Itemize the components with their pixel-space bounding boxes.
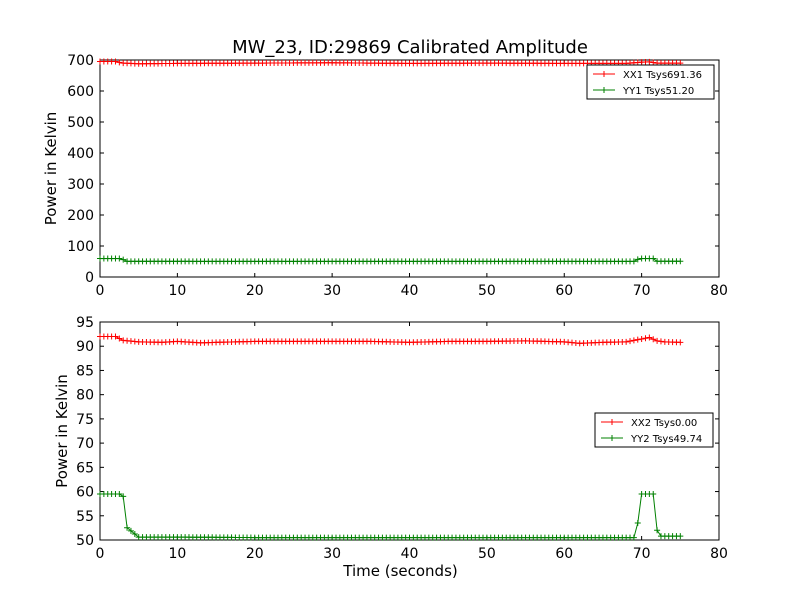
y-axis-label: Power in Kelvin [53,374,71,488]
series-1 [97,58,684,67]
legend-entry: YY1 Tsys51.20 [622,86,694,97]
data-point [634,256,641,263]
data-point [630,534,637,541]
x-tick-label: 80 [710,283,728,299]
y-tick-label: 700 [67,53,94,69]
data-point [634,336,641,343]
legend-box [586,64,715,100]
x-tick-label: 60 [555,283,573,299]
y-tick-label: 80 [76,388,94,404]
data-point [650,336,657,343]
figure-title: MW_23, ID:29869 Calibrated Amplitude [232,37,588,58]
y-tick-label: 60 [76,485,94,501]
x-tick-label: 20 [246,546,264,562]
y-tick-label: 65 [76,460,94,476]
y-tick-label: 500 [67,115,94,131]
data-point [124,524,131,531]
data-point [654,527,661,534]
series-2 [97,255,684,265]
y-axis-label: Power in Kelvin [42,112,60,226]
x-tick-label: 10 [168,283,186,299]
x-tick-label: 40 [401,283,419,299]
data-point [650,255,657,262]
legend-entry: XX2 Tsys0.00 [631,418,697,429]
y-tick-label: 90 [76,339,94,355]
y-tick-label: 55 [76,509,94,525]
y-tick-label: 75 [76,412,94,428]
legend-entry: XX1 Tsys691.36 [623,70,702,81]
chart-1: 0 10 20 30 40 50 60 70 80 0 100 200 300 400 500 600 700 P… [42,53,728,299]
legend: XX2 Tsys0.00 YY2 Tsys49.74 [594,412,714,448]
data-point [646,334,653,341]
data-point [634,520,641,527]
data-point [120,493,127,500]
data-point [677,258,684,265]
series-2 [97,490,684,541]
legend-marker [601,87,607,93]
x-tick-label: 50 [478,546,496,562]
data-point [650,59,657,66]
y-tick-label: 50 [76,533,94,549]
y-tick-label: 400 [67,146,94,162]
data-point [116,59,123,66]
data-point [116,255,123,262]
x-tick-label: 70 [633,546,651,562]
data-point [116,490,123,497]
charts-group: 0 10 20 30 40 50 60 70 800100200300400500600700P… [42,53,728,580]
y-tick-label: 0 [85,270,94,286]
x-tick-label: 30 [323,546,341,562]
x-tick-label: 80 [710,546,728,562]
data-point [677,533,684,540]
data-point [638,335,645,342]
legend: XX1 Tsys691.36 YY1 Tsys51.20 [586,64,715,100]
legend-marker [609,419,615,425]
data-point [131,530,138,537]
y-tick-label: 300 [67,177,94,193]
data-point [116,335,123,342]
legend-entry: YY2 Tsys49.74 [630,434,702,445]
legend-marker [609,435,615,441]
data-point [127,527,134,534]
y-tick-label: 100 [67,239,94,255]
y-tick-label: 95 [76,315,94,331]
chart-2: 0 10 20 30 40 50 60 70 80 50 55 60 65 70 75 80 85 90 95 Pow… [53,315,728,580]
data-point [650,490,657,497]
data-point [120,256,127,263]
x-tick-label: 10 [168,546,186,562]
data-point [112,58,119,65]
y-tick-label: 200 [67,208,94,224]
data-point [677,339,684,346]
x-tick-label: 0 [96,546,105,562]
y-tick-label: 600 [67,84,94,100]
y-tick-label: 70 [76,436,94,452]
data-point [642,335,649,342]
data-point [623,338,630,345]
series-1 [97,333,684,347]
data-point [630,337,637,344]
data-point [627,338,634,345]
x-axis-label: Time (seconds) [342,562,458,580]
x-tick-label: 70 [633,283,651,299]
x-tick-label: 60 [555,546,573,562]
x-tick-label: 50 [478,283,496,299]
x-tick-label: 30 [323,283,341,299]
data-point [112,333,119,340]
x-tick-label: 40 [401,546,419,562]
x-tick-label: 20 [246,283,264,299]
data-point [646,58,653,65]
data-point [630,258,637,265]
legend-box [594,412,714,448]
legend-marker [601,71,607,77]
x-tick-label: 0 [96,283,105,299]
y-tick-label: 85 [76,363,94,379]
